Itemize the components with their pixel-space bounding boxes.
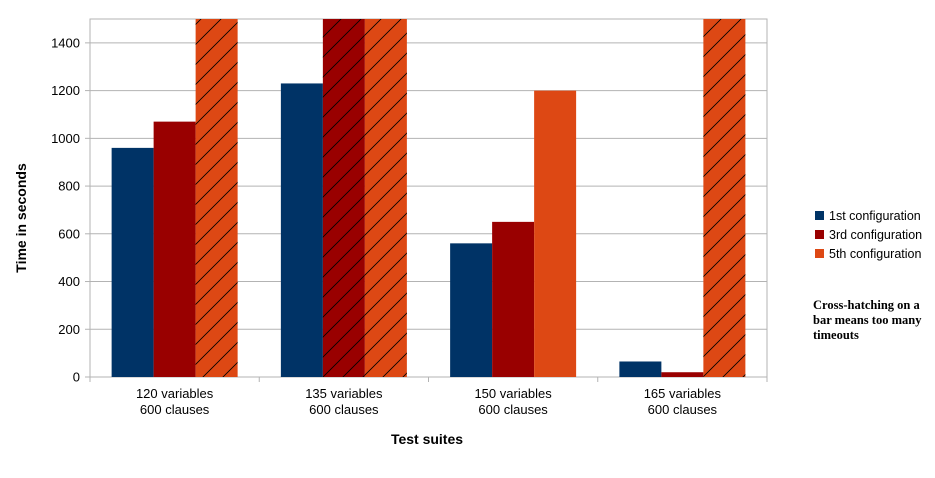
bar-hatching — [364, 19, 407, 377]
y-tick-label: 600 — [58, 226, 80, 241]
legend-swatch — [815, 249, 824, 258]
bar — [492, 221, 535, 377]
bar — [619, 361, 662, 377]
legend: 1st configuration 3rd configuration 5th co… — [815, 209, 922, 261]
x-tick-label: 600 clauses — [140, 402, 210, 417]
axes — [85, 42, 768, 382]
hatching-note: Cross-hatching on a bar means too many t… — [813, 298, 922, 342]
bar — [111, 147, 154, 377]
y-tick-label: 800 — [58, 179, 80, 194]
bar — [450, 243, 493, 377]
x-tick-label: 600 clauses — [648, 402, 718, 417]
bars — [111, 19, 746, 377]
x-tick-label: 120 variables — [136, 386, 214, 401]
legend-swatch — [815, 230, 824, 239]
x-tick-label: 165 variables — [644, 386, 722, 401]
bar-hatching — [703, 19, 746, 377]
x-tick-label: 600 clauses — [478, 402, 548, 417]
legend-swatch — [815, 211, 824, 220]
y-tick-label: 1400 — [51, 35, 80, 50]
legend-label: 1st configuration — [829, 209, 921, 223]
x-tick-label: 135 variables — [305, 386, 383, 401]
bar-hatching — [195, 19, 238, 377]
bar — [280, 83, 323, 377]
legend-label: 3rd configuration — [829, 228, 922, 242]
bar-hatching — [322, 19, 365, 377]
y-tick-label: 0 — [73, 370, 80, 385]
legend-label: 5th configuration — [829, 247, 921, 261]
bar — [534, 90, 577, 377]
bar — [661, 372, 704, 377]
y-axis-title: Time in seconds — [13, 163, 29, 273]
y-tick-label: 200 — [58, 322, 80, 337]
y-tick-label: 1000 — [51, 131, 80, 146]
x-axis-title: Test suites — [391, 431, 463, 447]
y-tick-label: 400 — [58, 274, 80, 289]
y-tick-label: 1200 — [51, 83, 80, 98]
x-tick-label: 600 clauses — [309, 402, 379, 417]
x-tick-label: 150 variables — [474, 386, 552, 401]
bar — [153, 121, 196, 377]
